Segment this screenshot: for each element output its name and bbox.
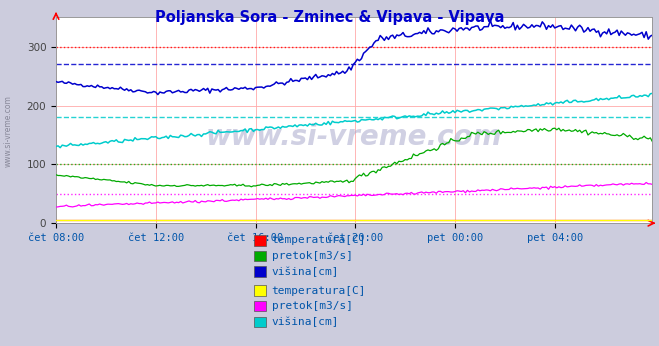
Text: www.si-vreme.com: www.si-vreme.com bbox=[4, 95, 13, 167]
Text: pretok[m3/s]: pretok[m3/s] bbox=[272, 251, 353, 261]
Text: pretok[m3/s]: pretok[m3/s] bbox=[272, 301, 353, 311]
Text: višina[cm]: višina[cm] bbox=[272, 266, 339, 277]
Text: temperatura[C]: temperatura[C] bbox=[272, 286, 366, 295]
Text: www.si-vreme.com: www.si-vreme.com bbox=[206, 123, 502, 151]
Text: temperatura[C]: temperatura[C] bbox=[272, 236, 366, 245]
Text: Poljanska Sora - Zminec & Vipava - Vipava: Poljanska Sora - Zminec & Vipava - Vipav… bbox=[155, 10, 504, 25]
Text: višina[cm]: višina[cm] bbox=[272, 317, 339, 327]
